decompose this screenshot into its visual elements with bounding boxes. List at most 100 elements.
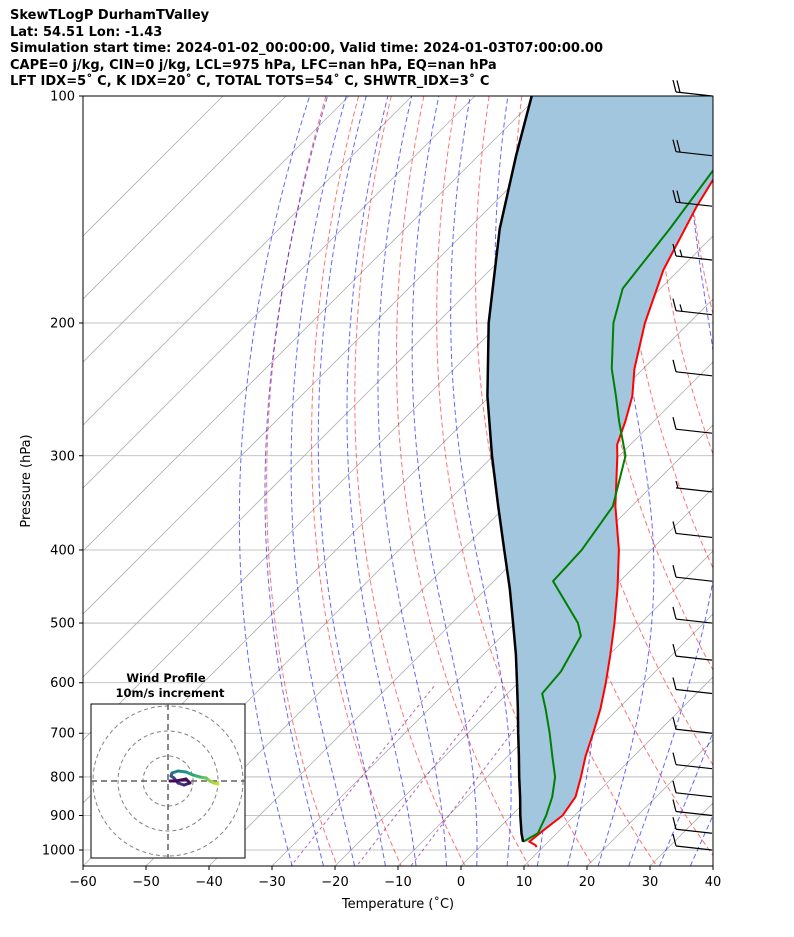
barb-flag — [672, 79, 677, 93]
indices-line-2: LFT IDX=5˚ C, K IDX=20˚ C, TOTAL TOTS=54… — [10, 74, 490, 89]
barb-flag — [672, 717, 677, 730]
barb-staff — [675, 91, 713, 97]
y-tick-label: 1000 — [42, 844, 75, 859]
barb-half-flag — [675, 480, 679, 489]
barb-staff — [675, 201, 713, 207]
x-tick-label: −50 — [132, 875, 159, 890]
barb-half-flag — [679, 249, 683, 257]
isotherm-gridline — [334, 487, 713, 866]
moist-adiabat — [346, 96, 417, 866]
chart-title: SkewTLogP DurhamTValley — [10, 8, 210, 23]
barb-flag — [676, 80, 681, 93]
y-tick-label: 300 — [50, 449, 75, 464]
isotherm-gridline — [83, 96, 539, 552]
barb-flag — [672, 817, 677, 830]
simulation-time-line: Simulation start time: 2024-01-02_00:00:… — [10, 41, 603, 56]
moist-adiabat — [721, 96, 794, 866]
shading-layer — [487, 96, 713, 842]
x-tick-label: 30 — [642, 875, 659, 890]
wind-barb — [672, 752, 713, 770]
axes: −60 −50 −40 −30 −20 −10 0 10 20 30 40 1000 900 800 700… — [19, 90, 721, 913]
x-tick-label: 40 — [705, 875, 722, 890]
wind-barb — [672, 243, 713, 261]
dry-adiabat — [718, 96, 794, 866]
moist-adiabat — [290, 96, 356, 866]
mixing-ratio-line — [290, 686, 435, 866]
wind-barb — [672, 139, 713, 157]
x-tick-label: 0 — [457, 875, 465, 890]
dry-adiabat — [266, 96, 338, 866]
barb-staff — [675, 618, 713, 624]
dry-adiabat — [750, 96, 794, 866]
mixing-ratio-line — [356, 686, 497, 866]
barb-flag — [672, 190, 677, 203]
moist-adiabat — [238, 96, 311, 866]
wind-barb — [672, 190, 713, 207]
barb-flag — [672, 565, 677, 578]
location-line: Lat: 54.51 Lon: -1.43 — [10, 24, 163, 40]
wind-barb — [672, 565, 713, 582]
moist-adiabat — [597, 96, 655, 866]
barb-staff — [675, 828, 713, 834]
wind-barbs — [672, 79, 713, 851]
barb-staff — [675, 371, 713, 377]
isotherm-gridline — [83, 96, 287, 300]
x-tick-label: −40 — [195, 875, 222, 890]
barb-flag — [672, 644, 677, 657]
barb-flag — [672, 359, 677, 372]
barb-flag — [672, 833, 677, 847]
isotherm-gridline — [83, 96, 602, 615]
barb-flag — [672, 139, 677, 152]
y-tick-label: 500 — [50, 617, 75, 632]
isotherm-gridline — [83, 96, 476, 489]
wind-barb — [672, 817, 713, 834]
barb-half-flag — [679, 304, 683, 312]
isotherm-gridline — [271, 424, 713, 866]
barb-staff — [675, 810, 713, 817]
y-tick-label: 400 — [50, 543, 75, 558]
indices-line-1: CAPE=0 j/kg, CIN=0 j/kg, LCL=975 hPa, LF… — [10, 57, 497, 73]
wind-barb — [672, 644, 713, 661]
hodograph-ring — [117, 730, 219, 832]
y-tick-label: 600 — [50, 676, 75, 691]
dewpoint-line — [522, 168, 713, 843]
parcel-line — [486, 96, 533, 842]
barb-flag — [672, 752, 677, 765]
dry-adiabat — [354, 96, 466, 866]
wind-barb — [672, 717, 713, 734]
isotherm-gridline — [523, 676, 713, 866]
wind-barb — [672, 833, 713, 851]
dry-adiabat — [311, 96, 402, 866]
barb-staff — [675, 655, 713, 661]
barb-flag — [672, 417, 677, 430]
x-tick-label: 10 — [516, 875, 533, 890]
moist-adiabat — [317, 96, 386, 866]
wind-barb — [672, 298, 713, 316]
barb-flag — [672, 243, 677, 257]
moist-adiabat — [411, 96, 478, 866]
chart-header: SkewTLogP DurhamTValley Lat: 54.51 Lon: … — [10, 8, 603, 91]
wind-barb — [672, 521, 713, 539]
x-tick-label: −20 — [321, 875, 348, 890]
barb-staff — [675, 764, 713, 770]
barb-flag — [672, 606, 677, 620]
barb-flag — [672, 298, 677, 311]
y-tick-label: 100 — [50, 90, 75, 105]
x-tick-label: 20 — [579, 875, 596, 890]
dry-adiabat — [436, 96, 594, 866]
isotherm-gridline — [83, 96, 413, 426]
barb-flag — [672, 677, 677, 690]
barb-staff — [675, 845, 713, 851]
barb-flag — [672, 780, 677, 793]
moist-adiabat — [450, 96, 512, 866]
wind-barb — [672, 780, 713, 798]
hodograph-segment — [174, 777, 188, 783]
y-tick-label: 200 — [50, 316, 75, 331]
isotherm-gridline — [83, 96, 350, 363]
barb-staff — [675, 532, 713, 539]
parcel-temperature-shading — [487, 96, 713, 842]
isotherm-gridline — [712, 865, 713, 866]
y-tick-label: 900 — [50, 809, 75, 824]
barb-flag — [672, 521, 677, 534]
